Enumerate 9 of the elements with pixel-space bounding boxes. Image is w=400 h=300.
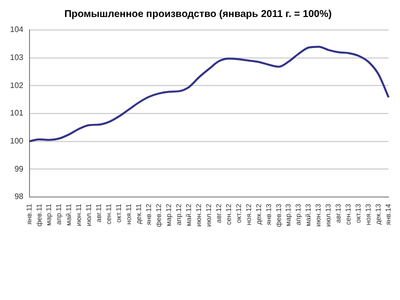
line-series bbox=[28, 46, 390, 142]
y-tick-label: 104 bbox=[10, 25, 24, 34]
y-tick-label: 103 bbox=[10, 53, 24, 62]
y-tick-label: 100 bbox=[10, 136, 24, 146]
y-tick-label: 99 bbox=[14, 164, 24, 174]
chart-title: Промышленное производство (январь 2011 г. = 100%) bbox=[64, 8, 332, 20]
y-tick-label: 101 bbox=[10, 108, 24, 118]
y-tick-label: 98 bbox=[14, 192, 24, 202]
y-tick-label: 102 bbox=[10, 80, 24, 90]
